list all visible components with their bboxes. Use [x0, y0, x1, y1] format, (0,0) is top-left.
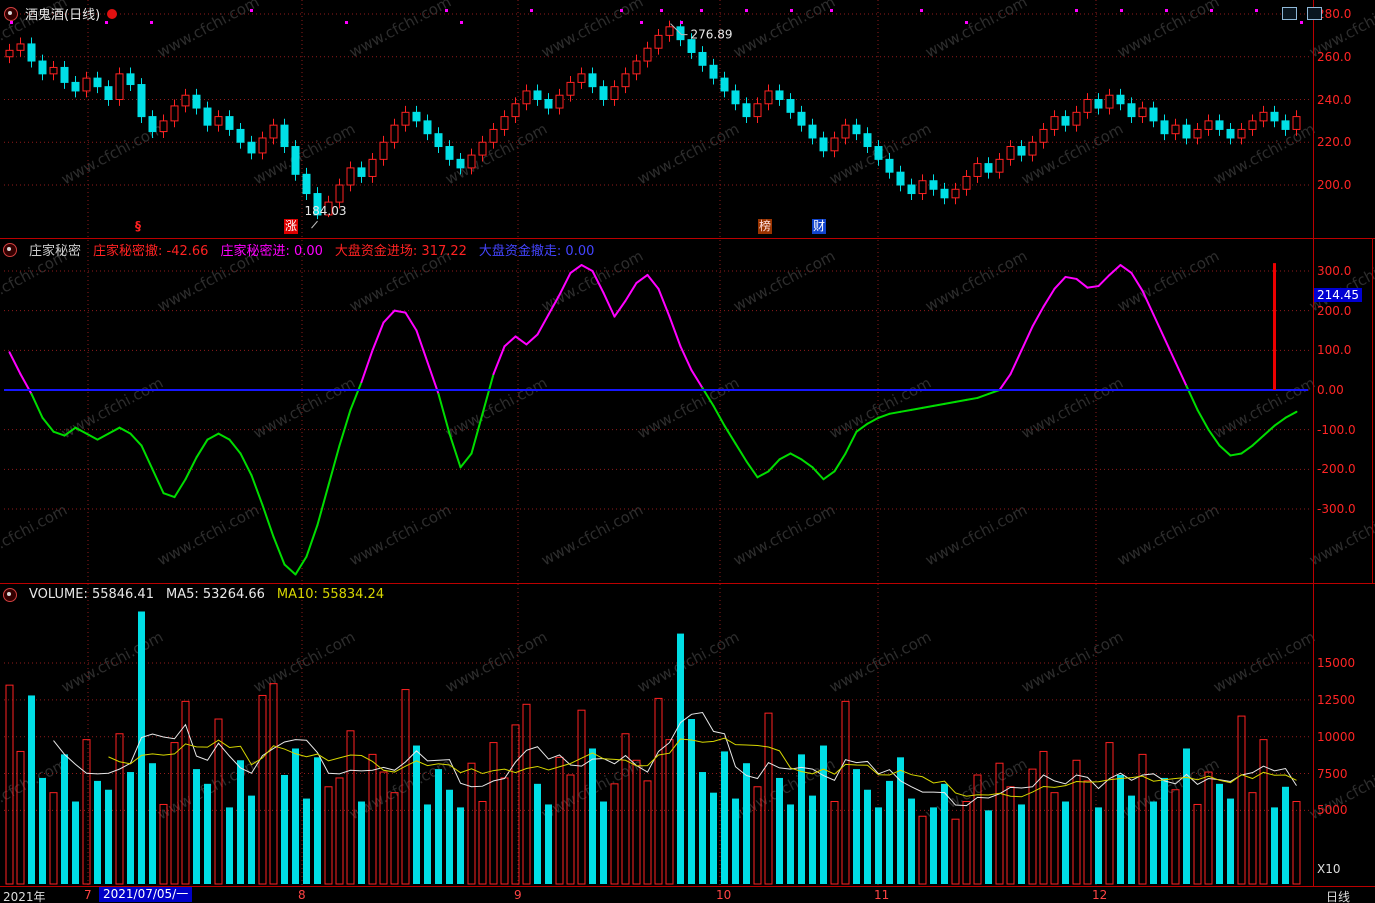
indicator-param: 庄家秘密撤: -42.66 [93, 244, 209, 259]
volume-ma10-line [108, 737, 1297, 798]
year-label: 2021年 [3, 890, 46, 903]
alert-dot-icon[interactable] [107, 8, 118, 19]
signal-dots [10, 9, 1303, 24]
grid-lines [4, 0, 1310, 886]
x-axis-month-label: 11 [874, 888, 890, 902]
indicator-name: 庄家秘密 [29, 244, 82, 259]
window-buttons [1277, 5, 1323, 24]
x-axis-month-label: 12 [1092, 888, 1108, 902]
indicator-param: 庄家秘密进: 0.00 [220, 244, 323, 259]
window-restore-icon[interactable] [1282, 7, 1297, 20]
x-axis-month-label: 7 [84, 888, 92, 902]
current-value-badge: 214.45 [1314, 288, 1362, 302]
indicator-header: 庄家秘密 庄家秘密撤: -42.66 庄家秘密进: 0.00 大盘资金进场: 3… [3, 240, 594, 259]
volume-collapse-icon[interactable] [3, 587, 17, 602]
svg-text:184.03: 184.03 [305, 204, 347, 218]
volume-ma10-label: MA10: 55834.24 [276, 587, 385, 602]
panel-separator [0, 238, 1375, 239]
indicator-param: 大盘资金进场: 317.22 [334, 244, 467, 259]
candlestick-series[interactable] [5, 20, 1301, 220]
stock-logo-icon [4, 6, 18, 21]
volume-header: VOLUME: 55846.41 MA5: 53264.66 MA10: 558… [3, 587, 384, 602]
panel-separator [0, 886, 1375, 887]
title-bar: 酒鬼酒(日线) [4, 4, 118, 23]
price-annotations: 276.89 184.03 [305, 23, 733, 229]
volume-value-label: VOLUME: 55846.41 [29, 587, 154, 602]
oscillator-series[interactable] [4, 263, 1308, 576]
axis-border [1313, 0, 1314, 903]
panel-separator [0, 583, 1375, 584]
indicator-collapse-icon[interactable] [3, 242, 17, 257]
x-axis-month-label: 8 [298, 888, 306, 902]
volume-ma5-label: MA5: 53264.66 [165, 587, 265, 602]
period-label[interactable]: 日线 [1326, 890, 1351, 903]
axis-border-right [1372, 238, 1373, 583]
window-maximize-icon[interactable] [1307, 7, 1323, 20]
time-axis-bar[interactable]: 2021年 2021/07/05/一 7 8 9 10 11 12 日线 [0, 887, 1375, 903]
selected-date-label[interactable]: 2021/07/05/一 [99, 887, 193, 902]
volume-unit-label: X10 [1317, 862, 1341, 876]
indicator-param: 大盘资金撤走: 0.00 [478, 244, 595, 259]
volume-series[interactable] [5, 611, 1301, 885]
svg-text:276.89: 276.89 [691, 28, 733, 42]
stock-title: 酒鬼酒(日线) [25, 8, 101, 23]
x-axis-month-label: 9 [514, 888, 522, 902]
x-axis-month-label: 10 [716, 888, 732, 902]
